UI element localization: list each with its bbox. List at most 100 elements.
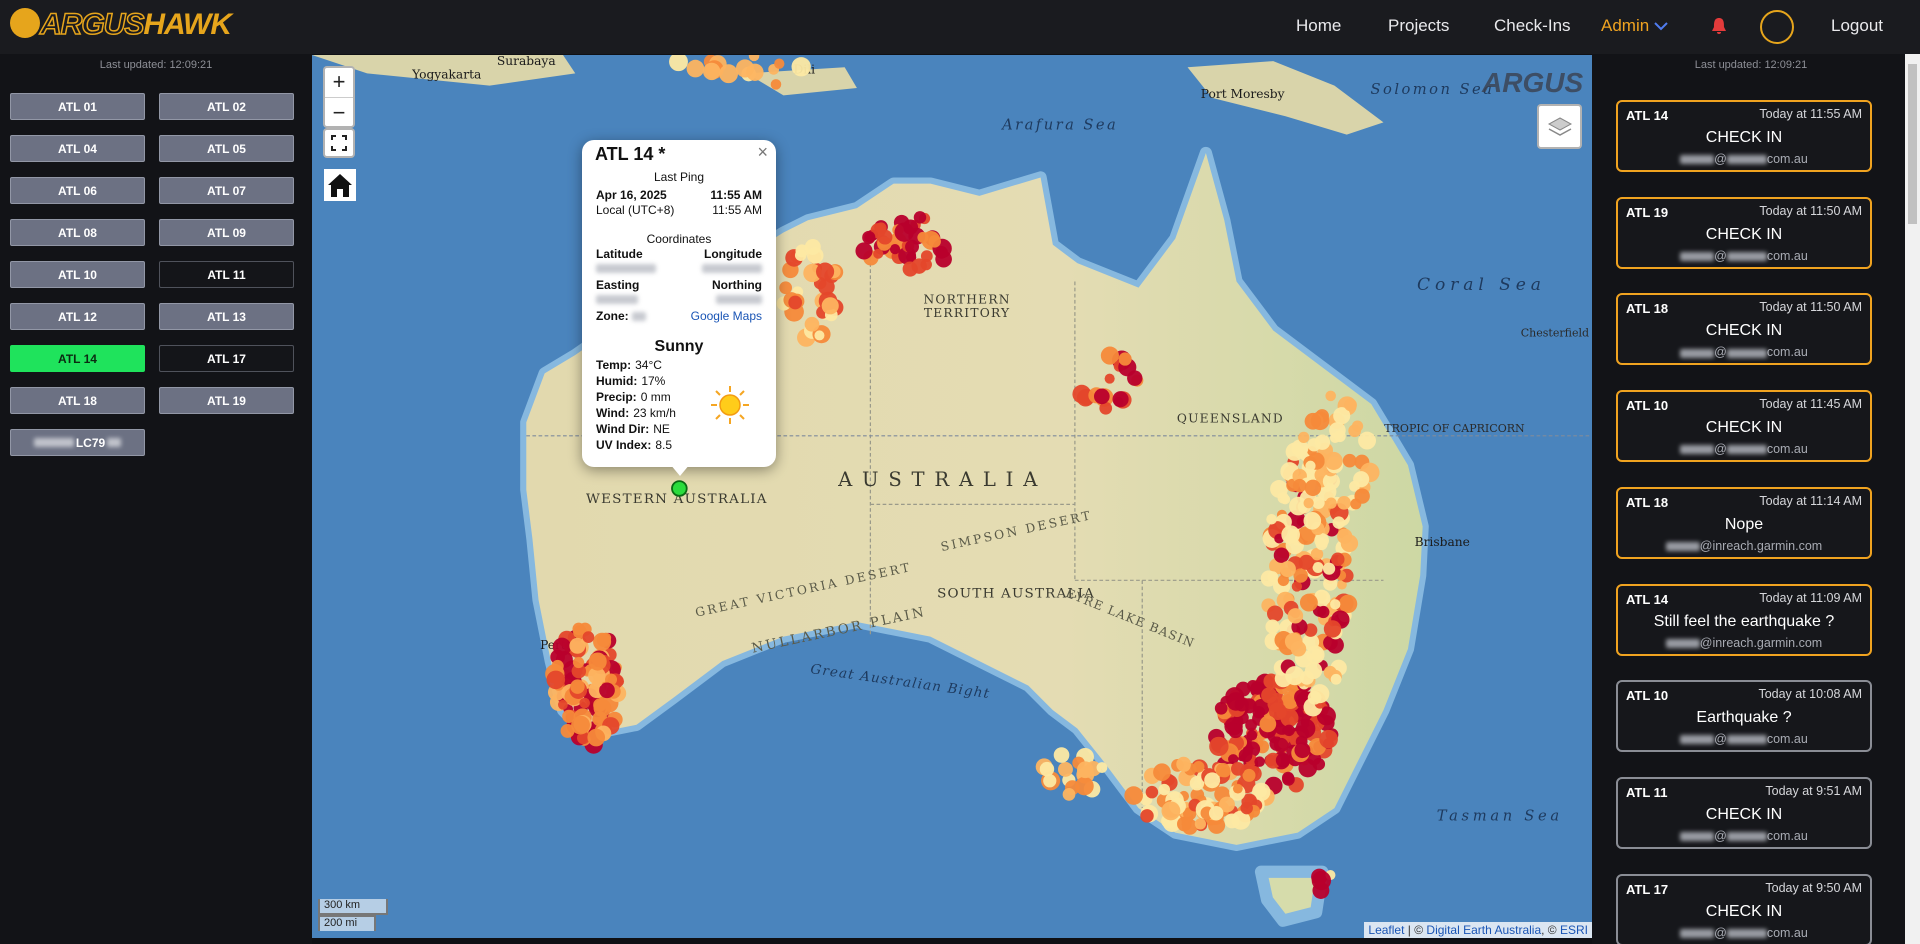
map-marker[interactable] (1287, 608, 1304, 624)
device-button[interactable]: ATL 19 (159, 387, 294, 414)
map-marker[interactable] (1273, 737, 1289, 753)
map-marker[interactable] (1310, 547, 1324, 561)
logo[interactable]: ARGUSHAWK (39, 7, 232, 42)
map-marker[interactable] (855, 242, 873, 260)
map-marker[interactable] (1194, 818, 1207, 830)
map-marker[interactable] (1351, 420, 1364, 432)
scrollbar[interactable] (1905, 54, 1920, 944)
map-marker[interactable] (1062, 787, 1076, 801)
map-marker[interactable] (552, 637, 572, 656)
map-marker[interactable] (1330, 599, 1341, 610)
map-marker[interactable] (1209, 736, 1229, 757)
map-marker[interactable] (1192, 761, 1205, 773)
nav-link[interactable]: Home (1296, 16, 1342, 35)
map-marker[interactable] (906, 252, 917, 263)
map-marker[interactable] (1182, 819, 1198, 835)
home-button[interactable] (324, 169, 356, 201)
attribution-link[interactable]: ESRI (1559, 923, 1588, 937)
map-marker[interactable] (1294, 742, 1311, 759)
map-marker[interactable] (816, 262, 835, 281)
device-button[interactable]: ATL 02 (159, 93, 294, 120)
map-marker[interactable] (821, 297, 839, 315)
map-marker[interactable] (913, 211, 927, 224)
map-marker[interactable] (572, 656, 585, 669)
map-marker[interactable] (596, 633, 611, 648)
map-marker[interactable] (1330, 673, 1342, 685)
map-marker[interactable] (1215, 763, 1231, 778)
map-marker[interactable] (1298, 431, 1310, 444)
map-marker[interactable] (1340, 534, 1359, 553)
map-marker[interactable] (1270, 480, 1288, 498)
map-marker[interactable] (1350, 498, 1362, 510)
map-marker[interactable] (1279, 560, 1296, 578)
map-marker[interactable] (1096, 762, 1108, 773)
map-marker[interactable] (1145, 785, 1159, 799)
nav-link[interactable]: Admin (1601, 16, 1650, 35)
device-button[interactable]: ATL 13 (159, 303, 294, 330)
map-marker[interactable] (1290, 641, 1307, 657)
map-marker[interactable] (1285, 666, 1305, 686)
map-marker[interactable] (686, 59, 705, 78)
map-marker[interactable] (1299, 670, 1314, 685)
avatar[interactable] (1760, 10, 1794, 44)
map-marker[interactable] (551, 659, 564, 673)
map-marker[interactable] (570, 679, 585, 694)
map-marker[interactable] (1322, 562, 1336, 575)
map-marker[interactable] (1292, 478, 1307, 493)
map-marker[interactable] (571, 715, 590, 735)
map[interactable]: AUSTRALIA WESTERN AUSTRALIA NORTHERN TERRIT… (312, 55, 1592, 938)
map-marker[interactable] (1161, 801, 1181, 821)
device-button[interactable]: LC79 (10, 429, 145, 456)
map-marker[interactable] (791, 57, 811, 77)
map-marker[interactable] (902, 261, 918, 277)
map-marker[interactable] (1303, 497, 1314, 509)
device-button[interactable]: ATL 12 (10, 303, 145, 330)
map-marker[interactable] (1317, 605, 1330, 619)
device-button[interactable]: ATL 11 (159, 261, 294, 288)
map-marker[interactable] (579, 697, 590, 709)
map-marker[interactable] (1259, 715, 1277, 733)
map-marker[interactable] (935, 250, 952, 268)
map-marker[interactable] (1238, 748, 1253, 763)
map-marker[interactable] (795, 244, 809, 258)
map-marker[interactable] (1323, 620, 1342, 638)
map-marker[interactable] (889, 243, 901, 255)
nav-link[interactable]: Check-Ins (1494, 16, 1571, 35)
checkin-card[interactable]: ATL 19 Today at 11:50 AM CHECK IN @ com.au (1616, 196, 1872, 269)
map-marker[interactable] (582, 631, 595, 644)
checkin-card[interactable]: ATL 18 Today at 11:50 AM CHECK IN @ com.au (1616, 293, 1872, 366)
map-marker[interactable] (702, 62, 721, 81)
map-marker[interactable] (1219, 796, 1235, 813)
map-marker[interactable] (746, 63, 764, 81)
map-marker[interactable] (592, 677, 603, 688)
map-marker[interactable] (779, 281, 793, 295)
map-marker[interactable] (1303, 511, 1322, 530)
map-marker[interactable] (605, 673, 618, 686)
map-marker[interactable] (1353, 471, 1370, 488)
map-marker[interactable] (1099, 401, 1113, 415)
map-marker[interactable] (1252, 705, 1266, 719)
map-marker[interactable] (1298, 554, 1314, 570)
map-marker[interactable] (1245, 719, 1257, 731)
map-marker[interactable] (1331, 552, 1345, 566)
map-marker[interactable] (1291, 581, 1303, 592)
map-marker[interactable] (804, 316, 820, 332)
map-marker[interactable] (1314, 434, 1331, 450)
map-marker[interactable] (546, 670, 566, 690)
layers-button[interactable] (1537, 104, 1582, 149)
map-marker[interactable] (1295, 718, 1316, 739)
map-marker[interactable] (1204, 772, 1221, 789)
map-marker[interactable] (1358, 431, 1376, 450)
map-marker[interactable] (894, 222, 914, 242)
map-marker[interactable] (804, 239, 821, 255)
selected-device-marker[interactable] (671, 480, 688, 497)
map-marker[interactable] (1228, 754, 1239, 765)
map-marker[interactable] (1113, 396, 1124, 407)
attribution-link[interactable]: Digital Earth Australia (1426, 923, 1542, 937)
map-marker[interactable] (1039, 761, 1055, 777)
nav-link[interactable]: Logout (1831, 16, 1883, 35)
map-marker[interactable] (1231, 810, 1251, 830)
map-marker[interactable] (599, 682, 615, 699)
zoom-in[interactable]: + (332, 68, 346, 94)
checkin-card[interactable]: ATL 18 Today at 11:14 AM Nope @inreach.garm… (1616, 486, 1872, 559)
